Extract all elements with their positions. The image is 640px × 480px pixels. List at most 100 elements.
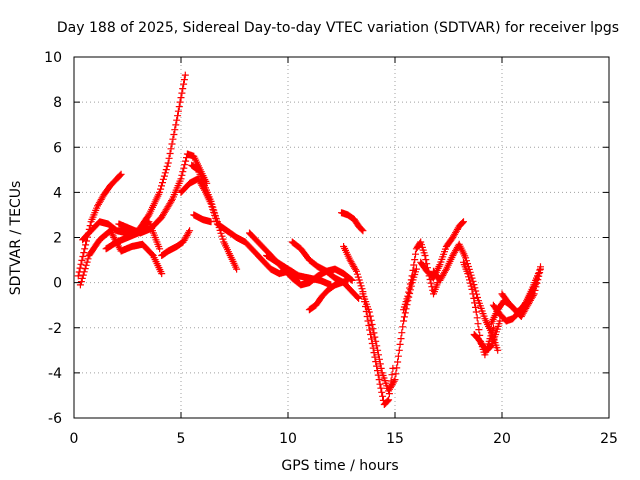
data-point	[209, 220, 212, 223]
data-point	[383, 403, 386, 406]
data-point	[415, 247, 418, 250]
data-point	[357, 297, 360, 300]
data-point	[492, 326, 495, 329]
series-track-i	[190, 211, 215, 226]
series-track-b	[76, 227, 166, 289]
data-point	[466, 272, 469, 275]
data-point	[229, 254, 232, 257]
data-point	[346, 279, 349, 282]
data-point	[201, 218, 204, 221]
data-point	[192, 213, 195, 216]
data-point	[387, 398, 390, 401]
data-point	[483, 353, 486, 356]
data-point	[308, 281, 311, 284]
series-track-x	[498, 265, 544, 320]
data-point	[445, 245, 448, 248]
data-point	[269, 268, 272, 271]
series-track-r	[417, 218, 467, 282]
data-point	[411, 274, 414, 277]
data-points	[74, 71, 544, 408]
data-point	[167, 250, 170, 253]
point-markers	[158, 227, 194, 259]
y-tick-label: -6	[48, 411, 62, 427]
data-point	[353, 218, 356, 221]
data-point	[473, 333, 476, 336]
data-point	[351, 279, 354, 282]
data-point	[394, 378, 396, 381]
data-point	[291, 241, 294, 244]
data-point	[325, 270, 328, 273]
data-point	[533, 292, 536, 295]
data-point	[451, 254, 454, 257]
data-point	[203, 189, 206, 192]
data-point	[539, 268, 542, 271]
data-point	[87, 254, 90, 257]
data-point	[471, 288, 474, 291]
data-point	[90, 229, 93, 232]
series-track-m	[305, 276, 352, 314]
data-point	[115, 229, 118, 232]
data-point	[105, 247, 108, 250]
data-point	[197, 168, 200, 171]
data-point	[180, 96, 182, 99]
data-point	[498, 313, 501, 316]
data-point	[102, 193, 105, 196]
x-tick-label: 20	[493, 431, 511, 447]
data-point	[158, 247, 161, 250]
data-point	[316, 265, 319, 268]
data-point	[368, 310, 371, 313]
data-point	[299, 283, 302, 286]
data-point	[423, 254, 426, 257]
y-axis-label: SDTVAR / TECUs	[8, 181, 24, 296]
data-point	[182, 241, 185, 244]
series-track-c	[79, 71, 189, 244]
data-point	[167, 162, 170, 165]
data-point	[278, 272, 281, 275]
y-tick-label: 0	[53, 276, 62, 292]
data-point	[349, 259, 352, 262]
data-point	[158, 191, 161, 194]
data-point	[501, 292, 503, 295]
data-point	[180, 191, 182, 194]
data-point	[115, 241, 118, 244]
data-point	[98, 238, 101, 241]
data-point	[229, 231, 232, 234]
series-track-f	[158, 227, 194, 259]
data-point	[505, 319, 508, 322]
data-point	[340, 211, 343, 214]
series-track-o	[340, 243, 397, 408]
data-point	[197, 177, 200, 180]
data-point	[419, 241, 422, 244]
data-point	[477, 338, 480, 341]
data-point	[334, 268, 337, 271]
data-point	[77, 274, 80, 277]
y-tick-label: -2	[48, 321, 62, 337]
data-point	[314, 304, 317, 307]
data-point	[222, 227, 225, 230]
data-point	[374, 360, 377, 363]
data-point	[160, 216, 163, 219]
data-point	[190, 164, 193, 167]
data-point	[257, 241, 260, 244]
data-point	[346, 213, 349, 216]
series-track-a	[74, 170, 125, 280]
data-point	[81, 238, 84, 241]
data-point	[342, 272, 345, 275]
series-track-e	[102, 218, 164, 253]
data-point	[507, 301, 510, 304]
x-tick-label: 15	[386, 431, 404, 447]
data-point	[387, 389, 390, 392]
data-point	[398, 349, 401, 352]
data-point	[160, 272, 163, 275]
point-markers	[76, 227, 166, 289]
data-point	[186, 153, 189, 156]
data-point	[475, 310, 478, 313]
series-track-n	[338, 209, 367, 235]
data-point	[265, 250, 268, 253]
data-point	[248, 231, 251, 234]
data-point	[107, 222, 110, 225]
data-point	[308, 259, 311, 262]
data-point	[458, 225, 461, 228]
data-point	[477, 299, 480, 302]
y-tick-label: 6	[53, 140, 62, 156]
